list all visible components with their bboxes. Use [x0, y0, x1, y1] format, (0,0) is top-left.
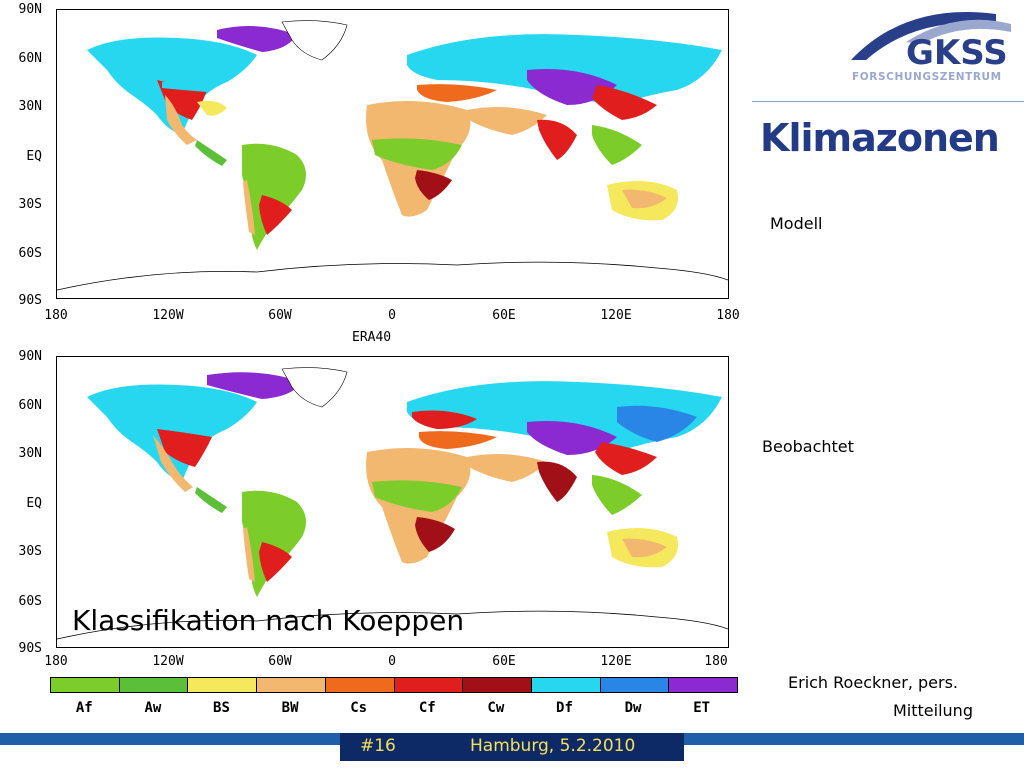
model-climate-map [56, 9, 729, 299]
legend-swatch-af [51, 678, 120, 692]
bottom-x-tick-180w: 180 [44, 654, 68, 669]
legend-label-cw: Cw [487, 700, 505, 716]
legend-label-bs: BS [213, 700, 230, 716]
gkss-logo: GKSS FORSCHUNGSZENTRUM [846, 2, 1016, 86]
top-y-tick-90n: 90N [18, 2, 42, 17]
page-title: Klimazonen [760, 116, 1000, 160]
top-x-tick-180w: 180 [44, 308, 68, 323]
legend-label-bw: BW [281, 700, 299, 716]
legend-label-af: Af [75, 700, 93, 716]
top-x-tick-120e: 120E [600, 308, 632, 323]
legend-label-df: Df [556, 700, 573, 716]
legend-swatch-bs [188, 678, 258, 692]
bottom-x-tick-120w: 120W [152, 654, 184, 669]
legend-labels: Af Aw BS BW Cs Cf Cw Df Dw ET [50, 700, 736, 716]
legend-label-aw: Aw [144, 700, 162, 716]
credit-line-1: Erich Roeckner, pers. [788, 673, 958, 692]
legend-color-bar [50, 677, 738, 693]
classification-title: Klassifikation nach Koeppen [72, 604, 465, 637]
top-map-caption: ERA40 [352, 330, 392, 345]
legend-label-dw: Dw [624, 700, 642, 716]
footer-box [340, 733, 684, 761]
top-y-tick-90s: 90S [18, 293, 42, 308]
bottom-x-tick-180e: 180 [704, 654, 728, 669]
slide-number: #16 [360, 736, 396, 756]
top-x-tick-120w: 120W [152, 308, 184, 323]
logo-name: GKSS [906, 33, 1008, 73]
legend-swatch-df [531, 678, 601, 692]
bottom-y-tick-eq: EQ [26, 496, 42, 511]
top-x-tick-180e: 180 [716, 308, 740, 323]
bottom-y-tick-90n: 90N [18, 349, 42, 364]
bottom-y-tick-30n: 30N [18, 446, 42, 461]
top-x-tick-60w: 60W [268, 308, 292, 323]
model-label: Modell [770, 214, 823, 233]
bottom-x-tick-60w: 60W [268, 654, 292, 669]
legend-swatch-cf [394, 678, 464, 692]
legend-swatch-cs [325, 678, 395, 692]
bottom-y-tick-30s: 30S [18, 544, 42, 559]
legend-label-cf: Cf [418, 700, 436, 716]
place-date: Hamburg, 5.2.2010 [470, 736, 636, 756]
legend-label-cs: Cs [350, 700, 368, 716]
bottom-y-tick-90s: 90S [18, 641, 42, 656]
legend-swatch-aw [119, 678, 189, 692]
top-x-tick-60e: 60E [492, 308, 516, 323]
top-x-tick-0: 0 [388, 308, 396, 323]
bottom-y-tick-60n: 60N [18, 398, 42, 413]
bottom-y-tick-60s: 60S [18, 594, 42, 609]
legend-swatch-et [669, 678, 738, 692]
legend-swatch-dw [600, 678, 670, 692]
logo-subtitle: FORSCHUNGSZENTRUM [852, 71, 1002, 83]
bottom-x-tick-60e: 60E [492, 654, 516, 669]
header-divider [752, 101, 1024, 102]
legend-label-et: ET [693, 700, 711, 716]
top-y-tick-30n: 30N [18, 99, 42, 114]
legend-swatch-bw [257, 678, 326, 692]
top-y-tick-60n: 60N [18, 51, 42, 66]
top-y-tick-eq: EQ [26, 149, 42, 164]
bottom-x-tick-0: 0 [388, 654, 396, 669]
legend-swatch-cw [463, 678, 532, 692]
top-y-tick-30s: 30S [18, 197, 42, 212]
credit-line-2: Mitteilung [893, 701, 973, 720]
bottom-x-tick-120e: 120E [600, 654, 632, 669]
observed-label: Beobachtet [762, 437, 854, 456]
top-y-tick-60s: 60S [18, 246, 42, 261]
observed-climate-map [56, 356, 729, 648]
